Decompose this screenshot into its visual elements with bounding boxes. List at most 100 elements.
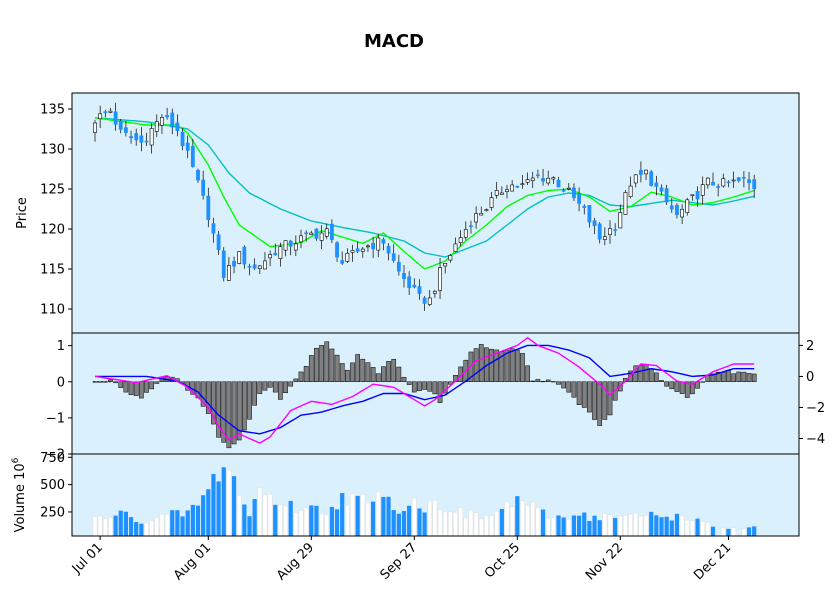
price-y-axis: 110 115 120 125 130 135 [40,103,72,318]
histogram-bar [319,345,324,383]
histogram-bar [746,373,752,383]
candle-body-up [438,267,442,291]
volume-bar-up [463,517,469,537]
volume-bar-up [345,505,350,537]
histogram-bar [551,381,556,383]
volume-bar-down [422,512,427,536]
candlestick [716,183,721,197]
candle-body-down [391,253,396,261]
volume-bar-up [484,515,489,537]
histogram-bar [437,381,443,403]
candle-body-up [268,254,273,259]
volume-bar-up [700,521,706,537]
volume-bar-up [283,505,288,537]
candlestick [551,176,556,184]
candle-body-up [360,248,365,252]
histogram-bar [720,372,726,383]
candlestick [304,230,309,242]
candlestick [494,181,499,199]
histogram-bar [602,381,608,420]
candle-body-down [252,264,257,269]
candle-body-up [227,265,231,281]
histogram-bar [597,381,603,426]
volume-bar-down [587,520,592,536]
histogram-bar [365,362,371,383]
candle-body-down [469,225,473,227]
histogram-bar [396,366,402,383]
volume-bar-down [592,515,597,536]
histogram-bar [540,381,546,383]
volume-bar-down [252,499,257,536]
histogram-bar [247,381,252,420]
volume-bar-down [113,515,118,536]
histogram-bar [391,359,397,383]
volume-bar-up [164,513,170,537]
candle-body-down [711,181,715,186]
candle-body-up [458,237,463,243]
histogram-bar [411,381,417,393]
candle-body-down [669,205,674,210]
candlestick [685,197,690,216]
histogram-bar [370,367,376,383]
histogram-bar [556,381,561,385]
candlestick [324,223,329,240]
volume-bar-up [360,494,366,537]
volume-bar-up [602,513,608,537]
volume-bar-up [494,511,500,537]
volume-bar-up [97,515,103,537]
candlestick [257,265,262,274]
candlestick [469,220,473,234]
macd-lines-y-axis: −4 −2 0 2 [799,339,825,447]
volume-bar-down [334,509,340,536]
candlestick [124,120,128,137]
candlestick [443,262,448,274]
histogram-bar [375,373,381,383]
volume-bar-up [535,507,541,537]
volume-bar-down [314,505,319,536]
volume-bar-up [267,493,273,537]
histogram-bar [422,381,427,390]
volume-bar-down [540,509,546,536]
volume-bar-up [149,520,155,537]
candlestick [592,217,597,235]
volume-bar-down [386,496,391,536]
histogram-bar [442,381,448,394]
candle-body-up [93,122,97,133]
price-axis-label: Price [15,197,30,229]
volume-bar-down [309,505,314,536]
candlestick [113,102,118,131]
histogram-bar [571,381,577,398]
histogram-bar [674,381,680,392]
volume-bar-down [710,526,716,536]
candle-body-up [705,177,710,186]
volume-bar-down [556,515,561,536]
macd-tick-label: 0 [806,370,814,385]
candlestick [438,258,442,299]
candle-body-down [185,142,190,151]
candlestick [427,290,432,307]
volume-bar-up [545,518,551,537]
volume-bar-down [577,515,582,536]
date-tick-label: Dec 21 [691,540,734,583]
candle-body-up [453,243,458,252]
histogram-bar [216,381,221,438]
candlestick [644,169,648,180]
candlestick [654,175,659,196]
volume-bar-down [582,512,587,536]
volume-bar-down [355,495,360,536]
candle-body-down [288,240,293,247]
volume-bar-down [561,517,566,536]
volume-bar-down [417,508,422,536]
candle-body-down [180,131,185,147]
volume-bar-up [628,514,633,537]
candlestick [175,114,180,137]
volume-axis-exponent: 6 [11,457,21,463]
slow-moving-average-line [94,117,755,258]
candlestick [371,236,376,259]
volume-bar-up [154,517,160,537]
candle-body-down [247,266,252,268]
price-panel-background [72,93,799,333]
candlestick [520,174,525,189]
candle-body-up [149,128,154,146]
candlestick [355,241,360,254]
